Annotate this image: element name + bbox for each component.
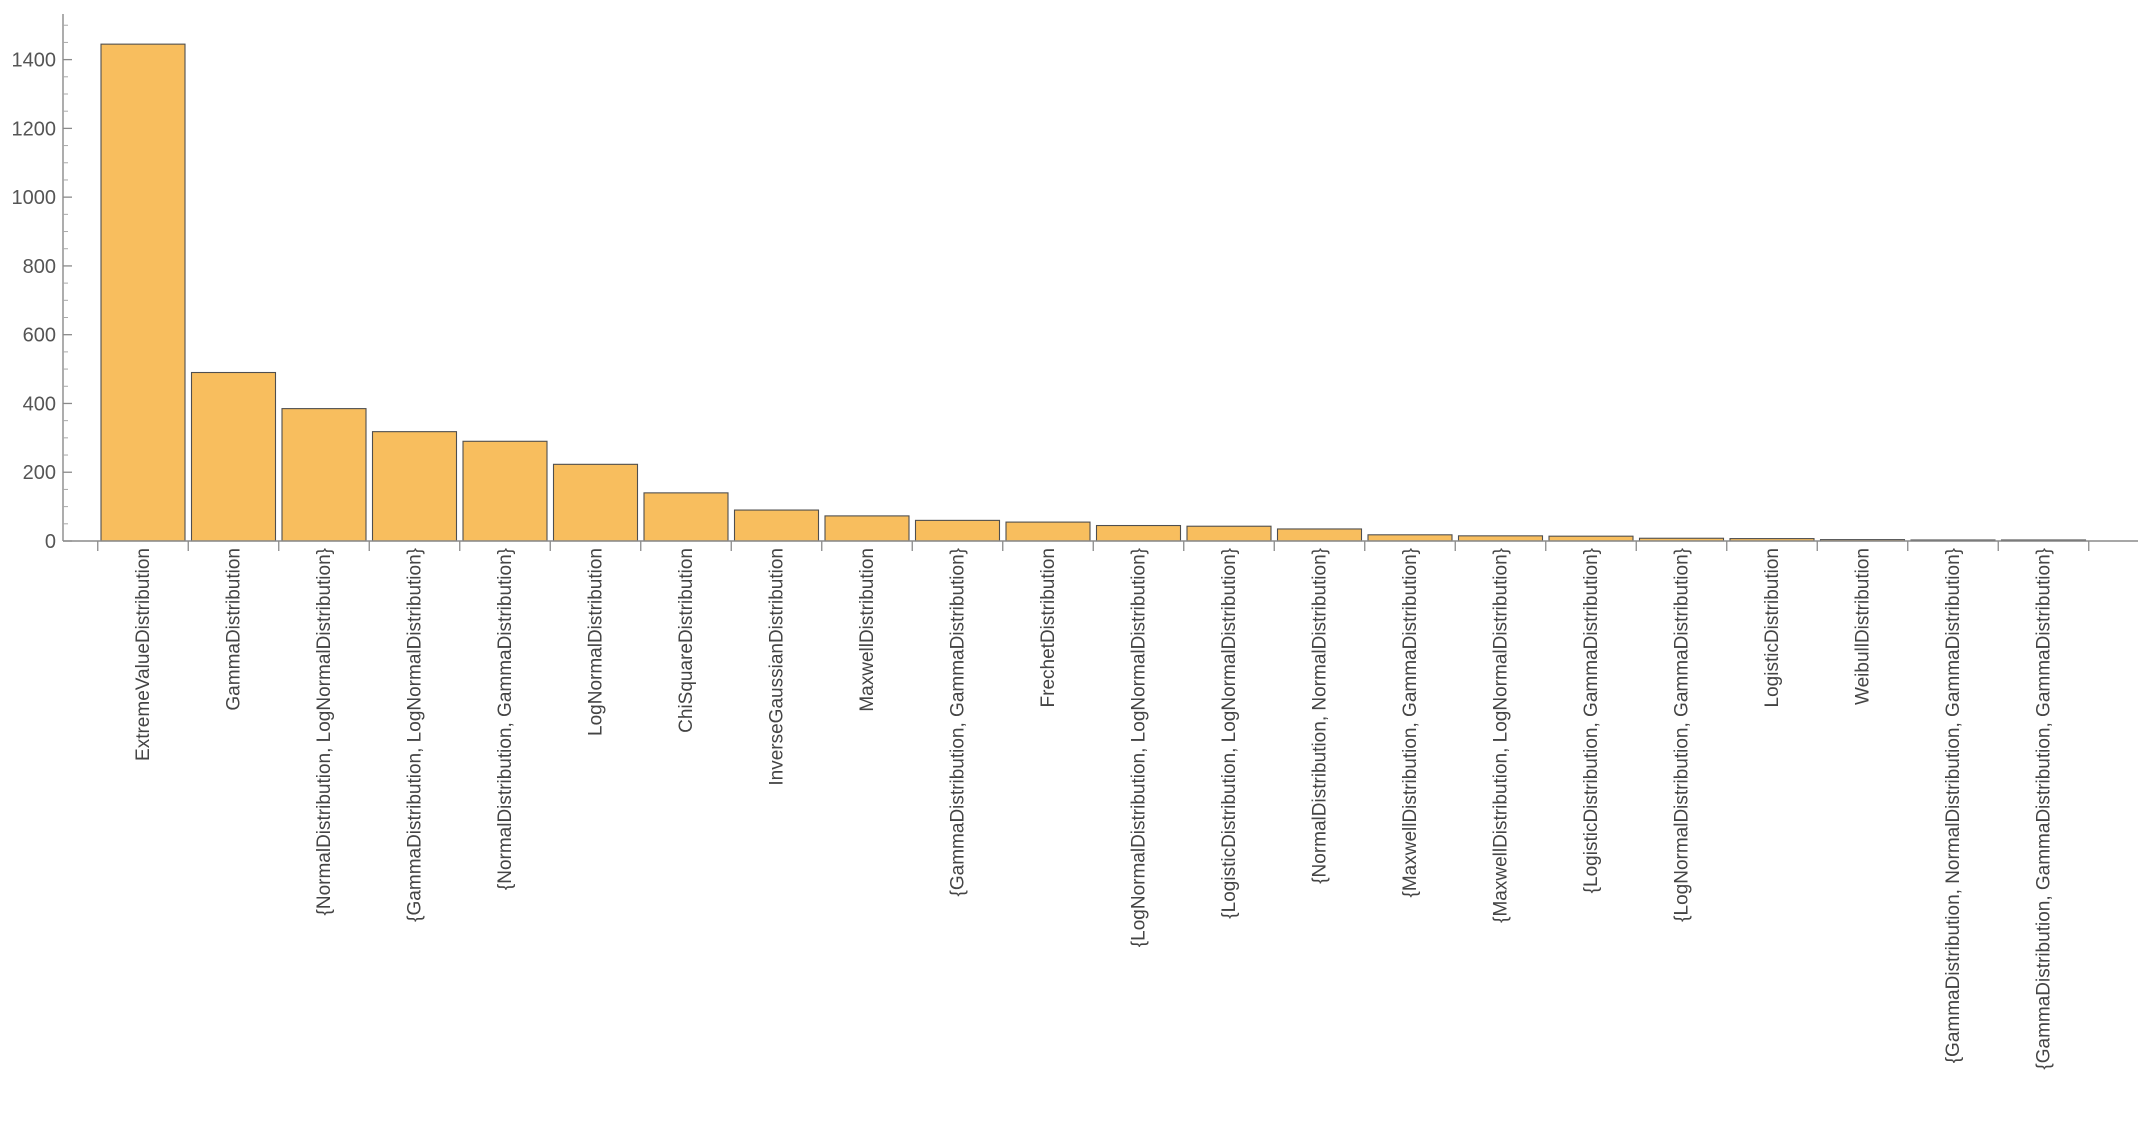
x-tick-label: {GammaDistribution, NormalDistribution, … <box>1943 548 1964 1063</box>
bar <box>643 492 729 542</box>
y-tick-label: 400 <box>23 393 56 415</box>
x-tick-label: {LogisticDistribution, GammaDistribution… <box>1581 548 1602 893</box>
x-tick-label: {LogNormalDistribution, GammaDistributio… <box>1672 548 1693 922</box>
x-tick-label: {GammaDistribution, GammaDistribution, G… <box>2034 548 2055 1070</box>
axes-group <box>62 14 2138 551</box>
labels-group: 0 200 400 600 800 1000 1200 1400 ExtremeValueDis… <box>12 50 2055 1070</box>
x-tick-label: LogNormalDistribution <box>586 548 607 736</box>
x-tick-label: ChiSquareDistribution <box>676 548 697 733</box>
bar <box>281 408 367 542</box>
y-tick-label: 1000 <box>12 187 57 209</box>
x-tick-label: {MaxwellDistribution, LogNormalDistribut… <box>1491 548 1512 923</box>
x-tick-label: {NormalDistribution, NormalDistribution} <box>1310 548 1331 884</box>
x-tick-label: LogisticDistribution <box>1762 548 1783 707</box>
x-tick-label: GammaDistribution <box>224 548 245 711</box>
x-tick-label: {GammaDistribution, LogNormalDistributio… <box>405 548 426 922</box>
x-tick-label: InverseGaussianDistribution <box>767 548 788 786</box>
bar <box>1457 535 1544 542</box>
bar <box>1367 534 1453 542</box>
x-tick-label: ExtremeValueDistribution <box>133 548 154 761</box>
y-tick-label: 600 <box>23 325 56 347</box>
x-tick-label: MaxwellDistribution <box>857 548 878 712</box>
y-tick-label: 200 <box>23 462 56 484</box>
x-tick-label: {LogNormalDistribution, LogNormalDistrib… <box>1129 548 1150 947</box>
bar <box>1095 524 1182 542</box>
bar <box>1005 521 1091 542</box>
x-tick-label: {LogisticDistribution, LogNormalDistribu… <box>1219 548 1240 919</box>
x-tick-label: FrechetDistribution <box>1038 548 1059 707</box>
y-tick-label: 1400 <box>12 50 57 72</box>
y-tick-label: 800 <box>23 256 56 278</box>
bar <box>1276 528 1363 542</box>
bar <box>824 515 910 542</box>
bar <box>733 509 820 542</box>
bar <box>462 440 548 542</box>
x-tick-label: WeibullDistribution <box>1853 548 1874 705</box>
bar <box>552 463 639 542</box>
bar <box>100 43 186 542</box>
x-tick-label: {NormalDistribution, LogNormalDistributi… <box>314 548 335 916</box>
bar <box>371 431 458 542</box>
bar <box>1548 535 1634 542</box>
y-tick-label: 0 <box>45 531 56 553</box>
bar <box>190 371 277 542</box>
x-tick-label: {MaxwellDistribution, GammaDistribution} <box>1400 548 1421 898</box>
y-tick-label: 1200 <box>12 118 57 140</box>
bar <box>1186 525 1272 542</box>
x-tick-label: {NormalDistribution, GammaDistribution} <box>495 548 516 890</box>
x-tick-label: {GammaDistribution, GammaDistribution} <box>948 548 969 896</box>
bar <box>914 519 1001 542</box>
bars-group <box>100 43 2087 542</box>
